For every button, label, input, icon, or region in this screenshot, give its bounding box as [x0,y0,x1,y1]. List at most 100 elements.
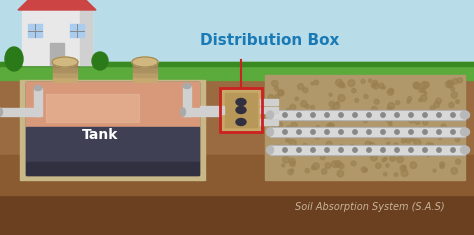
Circle shape [339,130,343,134]
Circle shape [278,90,284,96]
Circle shape [409,148,413,152]
Circle shape [404,110,408,114]
Bar [270,128,465,136]
Bar [80,10,92,65]
Circle shape [352,88,356,93]
Circle shape [456,133,460,138]
Circle shape [273,112,276,116]
Circle shape [419,88,423,93]
Circle shape [337,170,344,177]
Circle shape [369,142,375,149]
Circle shape [367,113,371,117]
Circle shape [364,94,368,99]
Circle shape [415,120,420,124]
Bar [270,111,465,119]
Circle shape [278,90,284,95]
Circle shape [430,145,434,149]
Circle shape [326,141,332,147]
Circle shape [305,168,310,173]
Bar [183,108,233,116]
Ellipse shape [461,128,470,136]
Circle shape [277,122,283,127]
Circle shape [320,155,325,160]
Circle shape [314,133,320,139]
Circle shape [297,149,302,154]
Bar [270,110,465,120]
Circle shape [439,113,443,117]
Circle shape [335,161,341,167]
Circle shape [449,102,454,107]
Circle shape [383,172,387,176]
Circle shape [338,113,344,118]
Bar [260,99,278,105]
Circle shape [355,98,358,102]
Circle shape [325,130,329,134]
Bar [0,62,474,80]
Circle shape [364,168,367,172]
Circle shape [311,82,314,85]
Circle shape [366,117,369,120]
Bar [183,86,191,116]
Circle shape [379,83,384,88]
Circle shape [351,161,356,166]
Bar [26,162,199,175]
Bar [222,90,260,130]
Bar [270,145,465,155]
Circle shape [395,113,399,117]
Circle shape [421,88,426,92]
Circle shape [421,82,428,89]
Circle shape [451,113,455,117]
Bar [270,127,465,137]
Ellipse shape [181,108,185,116]
Circle shape [291,122,297,128]
Bar [34,88,42,116]
Bar [26,82,199,175]
Circle shape [451,87,455,91]
Bar [220,88,262,132]
Circle shape [302,144,308,149]
Circle shape [371,154,377,161]
Circle shape [338,82,344,88]
Circle shape [327,123,333,130]
Circle shape [438,137,442,140]
Circle shape [413,82,419,88]
Circle shape [393,143,399,148]
Circle shape [437,130,441,134]
Circle shape [372,83,376,88]
Circle shape [289,151,293,156]
Bar [133,77,157,82]
Circle shape [423,120,428,125]
Circle shape [286,126,291,131]
Circle shape [294,145,299,149]
Circle shape [437,113,441,117]
Circle shape [397,156,403,163]
Circle shape [440,162,445,167]
Circle shape [396,101,400,105]
Circle shape [303,88,308,93]
Circle shape [448,82,453,87]
Bar [53,77,77,82]
Circle shape [373,83,379,89]
Circle shape [402,166,406,169]
Ellipse shape [34,86,42,90]
Bar [200,106,224,114]
Circle shape [320,132,323,135]
Circle shape [328,123,334,129]
Circle shape [286,109,290,112]
Bar [28,24,42,37]
Circle shape [274,128,279,133]
Circle shape [353,130,357,134]
Circle shape [341,111,346,116]
Circle shape [447,80,454,86]
Circle shape [310,114,313,118]
Bar [26,82,199,132]
Circle shape [382,86,385,89]
Circle shape [342,84,345,88]
Bar [133,67,157,72]
Circle shape [411,137,415,141]
Circle shape [357,133,361,138]
Circle shape [441,150,444,154]
Circle shape [414,82,420,89]
Circle shape [333,103,340,109]
Circle shape [423,148,427,152]
